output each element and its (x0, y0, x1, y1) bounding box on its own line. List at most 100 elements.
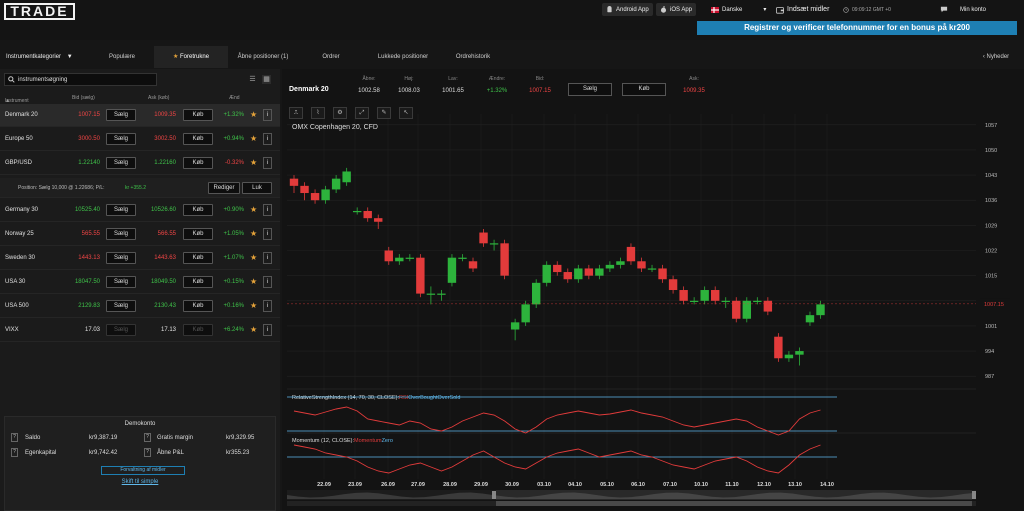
buy-button[interactable]: Køb (183, 133, 213, 145)
buy-button[interactable]: Køb (622, 83, 666, 96)
help-icon[interactable]: ? (11, 448, 18, 457)
list-view-icon[interactable]: ☰ (249, 76, 256, 83)
tab-favorites[interactable]: ★ Foretrukne (154, 46, 228, 68)
sell-button[interactable]: Sælg (106, 109, 136, 121)
candle-body (352, 210, 362, 213)
buy-button[interactable]: Køb (183, 300, 213, 312)
help-icon[interactable]: ? (11, 433, 18, 442)
sell-button[interactable]: Sælg (106, 228, 136, 240)
tab-open-positions[interactable]: Åbne positioner (1) (237, 54, 289, 60)
tab-closed-positions[interactable]: Lukkede positioner (377, 54, 429, 60)
search-input[interactable]: instrumentsøgning (4, 73, 157, 86)
instrument-row[interactable]: GBP/USD 1.22140 Sælg 1.22160 Køb -0.32% ★ i (0, 152, 280, 175)
close-position-button[interactable]: Luk (242, 182, 272, 194)
star-icon[interactable]: ★ (250, 158, 258, 167)
android-app-button[interactable]: Android App (602, 3, 653, 16)
star-icon[interactable]: ★ (250, 205, 258, 214)
instrument-row[interactable]: Denmark 20 1007.15 Sælg 1009.35 Køb +1.32% ★ i (0, 104, 280, 127)
manage-funds-button[interactable]: Forvaltning af midler (101, 466, 185, 475)
sell-button[interactable]: Sælg (568, 83, 612, 96)
instrument-row[interactable]: VIXX 17.03 Sælg 17.13 Køb +6.24% ★ i (0, 319, 280, 342)
settings-icon[interactable]: ⚙ (333, 107, 347, 119)
cursor-icon[interactable]: ↖ (399, 107, 413, 119)
star-icon[interactable]: ★ (250, 301, 258, 310)
y-tick-label: 1001 (985, 324, 997, 330)
info-icon[interactable]: i (263, 324, 272, 336)
trend-icon[interactable]: ⤢ (355, 107, 369, 119)
info-icon[interactable]: i (263, 204, 272, 216)
chat-icon (940, 6, 948, 13)
instrument-categories-dropdown[interactable]: Instrumentkategorier ▼ (0, 46, 88, 68)
sell-button[interactable]: Sælg (106, 324, 136, 336)
star-icon[interactable]: ★ (250, 325, 258, 334)
sell-button[interactable]: Sælg (106, 276, 136, 288)
buy-button[interactable]: Køb (183, 324, 213, 336)
candle-body (500, 243, 509, 276)
sort-up-icon: ▲ (5, 98, 10, 104)
star-icon[interactable]: ★ (250, 229, 258, 238)
navigator-handle-left[interactable] (492, 491, 496, 499)
language-selector[interactable]: Danske ▾ (711, 3, 766, 16)
pencil-icon[interactable]: ✎ (377, 107, 391, 119)
buy-button[interactable]: Køb (183, 204, 213, 216)
sell-button[interactable]: Sælg (106, 252, 136, 264)
candle-body (689, 300, 699, 302)
sell-button[interactable]: Sælg (106, 300, 136, 312)
edit-position-button[interactable]: Rediger (208, 182, 240, 194)
indicators-icon[interactable]: ⌇ (311, 107, 325, 119)
navigator-handle-right[interactable] (972, 491, 976, 499)
logo[interactable]: TRADE (4, 3, 75, 20)
info-icon[interactable]: i (263, 252, 272, 264)
instrument-row[interactable]: USA 30 18047.50 Sælg 18049.50 Køb +0.15% ★ i (0, 271, 280, 294)
info-icon[interactable]: i (263, 228, 272, 240)
tab-order-history[interactable]: Ordrehistorik (455, 54, 491, 60)
clock: 09:09:12 GMT +0 (843, 3, 891, 16)
star-icon[interactable]: ★ (250, 253, 258, 262)
buy-button[interactable]: Køb (183, 109, 213, 121)
promo-banner[interactable]: Registrer og verificer telefonnummer for… (697, 21, 1017, 35)
buy-button[interactable]: Køb (183, 276, 213, 288)
star-icon[interactable]: ★ (250, 277, 258, 286)
instrument-row[interactable]: Germany 30 10525.40 Sælg 10526.60 Køb +0.90% ★… (0, 199, 280, 222)
sell-button[interactable]: Sælg (106, 157, 136, 169)
ios-app-button[interactable]: iOS App (656, 3, 697, 16)
open-pl-label: Åbne P&L (157, 450, 185, 456)
chart-type-icon[interactable]: ⎍ (289, 107, 303, 119)
ask-price: 2130.43 (154, 303, 176, 309)
chat-button[interactable] (940, 3, 948, 16)
scrollbar-thumb[interactable] (496, 501, 972, 506)
sell-button[interactable]: Sælg (106, 204, 136, 216)
info-icon[interactable]: i (263, 157, 272, 169)
info-icon[interactable]: i (263, 109, 272, 121)
instrument-row[interactable]: USA 500 2129.83 Sælg 2130.43 Køb +0.16% ★ i (0, 295, 280, 318)
ask-price: 1.22160 (154, 160, 176, 166)
grid-view-icon[interactable]: ▦ (262, 75, 271, 84)
news-button[interactable]: ‹ Nyheder (972, 46, 1020, 68)
buy-button[interactable]: Køb (183, 228, 213, 240)
tab-popular[interactable]: Populære (108, 54, 135, 60)
instrument-row[interactable]: Europe 50 3000.50 Sælg 3002.50 Køb +0.94% ★ i (0, 128, 280, 151)
info-icon[interactable]: i (263, 300, 272, 312)
deposit-button[interactable]: Indsæt midler (776, 3, 829, 16)
free-margin-value: kr9,329.95 (226, 435, 255, 441)
star-icon[interactable]: ★ (250, 110, 258, 119)
tab-orders[interactable]: Ordrer (322, 54, 340, 60)
switch-simple-link[interactable]: Skift til simple (121, 479, 159, 485)
buy-button[interactable]: Køb (183, 157, 213, 169)
instrument-row[interactable]: Sweden 30 1443.13 Sælg 1443.63 Køb +1.07% ★ i (0, 247, 280, 270)
info-icon[interactable]: i (263, 276, 272, 288)
sell-button[interactable]: Sælg (106, 133, 136, 145)
buy-button[interactable]: Køb (183, 252, 213, 264)
apple-icon (660, 6, 667, 13)
account-button[interactable]: Min konto (960, 3, 986, 16)
star-icon[interactable]: ★ (250, 134, 258, 143)
help-icon[interactable]: ? (144, 448, 151, 457)
help-icon[interactable]: ? (144, 433, 151, 442)
candle-body (468, 261, 478, 269)
ask-price: 566.55 (157, 231, 176, 237)
candle-body (721, 300, 730, 302)
info-icon[interactable]: i (263, 133, 272, 145)
price-chart[interactable]: 9879941001100810151022102910361043105010… (282, 69, 1024, 511)
instrument-row[interactable]: Norway 25 565.55 Sælg 566.55 Køb +1.05% ★ i (0, 223, 280, 246)
denmark-flag-icon (711, 6, 719, 13)
